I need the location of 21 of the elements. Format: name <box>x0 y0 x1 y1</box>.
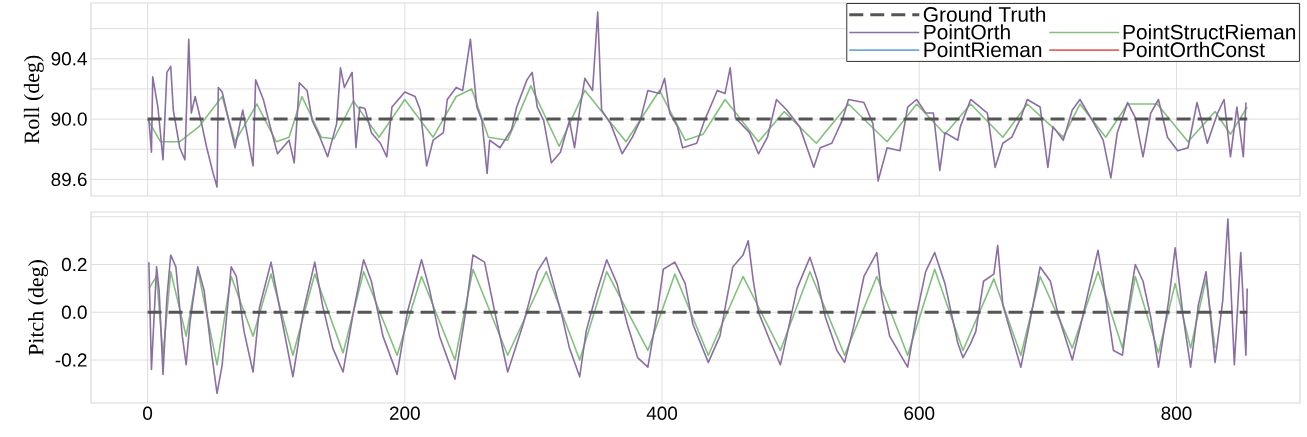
y-tick-label: 90.4 <box>51 52 87 66</box>
y-tick-label: -0.2 <box>55 353 87 367</box>
y-tick-label: 89.6 <box>51 172 87 187</box>
legend-label: PointStructRieman <box>1123 24 1296 40</box>
legend-label: PointOrth <box>924 24 1010 40</box>
legend-label: Ground Truth <box>923 6 1046 22</box>
legend-label: PointRieman <box>924 41 1042 58</box>
x-tick-label: 600 <box>904 406 935 420</box>
legend-label: PointOrthConst <box>1123 41 1265 58</box>
line-series <box>148 218 1248 395</box>
x-tick-label: 400 <box>646 406 678 420</box>
y-tick-label: 0.0 <box>61 305 87 319</box>
y-axis-title: Pitch (deg) <box>28 260 49 356</box>
y-tick-label: 0.2 <box>61 257 87 272</box>
line-series <box>148 268 1216 366</box>
x-tick-label: 0 <box>143 406 153 420</box>
y-tick-label: 90.0 <box>51 112 87 126</box>
line-series <box>146 85 1248 148</box>
x-tick-label: 200 <box>389 406 420 420</box>
y-axis-title: Roll (deg) <box>23 55 44 144</box>
x-tick-label: 800 <box>1161 406 1192 420</box>
